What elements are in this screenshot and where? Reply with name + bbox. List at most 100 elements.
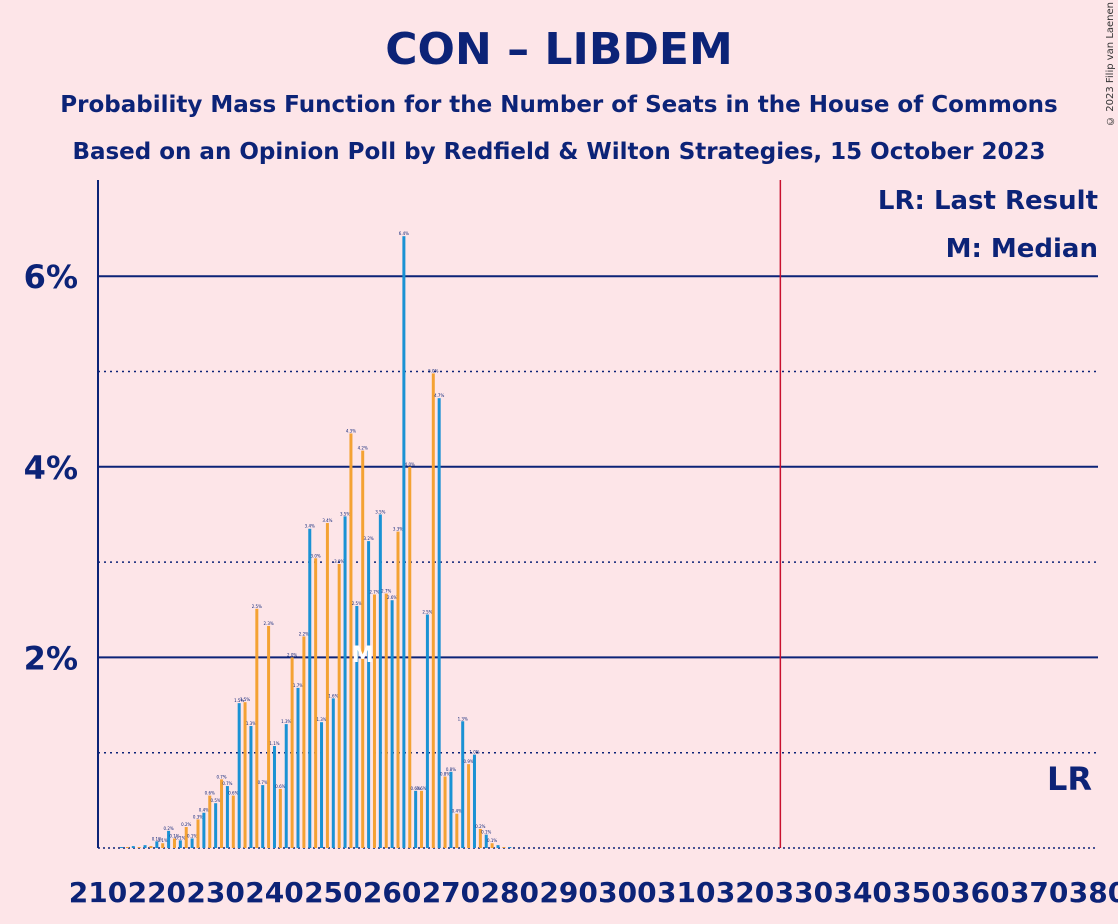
bar [190, 838, 194, 848]
bars: 0.1%0.1%0.2%0.1%0.1%0.2%0.1%0.3%0.4%0.6%… [120, 231, 512, 848]
bar [272, 746, 276, 848]
bar-value-label: 0.6% [411, 786, 421, 791]
bar [431, 373, 435, 848]
x-tick-label: 370 [1010, 876, 1068, 909]
median-marker: M [352, 643, 374, 668]
bar [125, 847, 129, 848]
bar [502, 847, 506, 848]
bar [478, 828, 482, 848]
bar [349, 433, 353, 848]
bar-value-label: 0.1% [158, 838, 168, 843]
bar [384, 593, 388, 848]
bar-value-label: 0.1% [175, 835, 185, 840]
x-tick-label: 280 [481, 876, 539, 909]
bar [414, 790, 418, 848]
bar-value-label: 1.5% [234, 698, 244, 703]
x-tick-label: 310 [657, 876, 715, 909]
bar-value-label: 2.3% [264, 621, 274, 626]
bar-value-label: 3.5% [340, 511, 350, 516]
bar-value-label: 1.3% [316, 717, 326, 722]
bar-value-label: 2.0% [287, 652, 297, 657]
bar-value-label: 0.4% [452, 809, 462, 814]
bar [161, 843, 165, 848]
x-tick-label: 360 [951, 876, 1009, 909]
bar-value-label: 0.3% [193, 814, 203, 819]
bar [396, 531, 400, 848]
bar [196, 819, 200, 848]
bar [331, 698, 335, 848]
bar [420, 790, 424, 848]
bar [467, 764, 471, 848]
bar [355, 605, 359, 848]
legend-last-result: LR: Last Result [878, 186, 1098, 216]
x-tick-label: 270 [422, 876, 480, 909]
bar-value-label: 0.4% [199, 808, 209, 813]
bar-value-label: 0.6% [275, 784, 285, 789]
bar-value-label: 2.2% [299, 631, 309, 636]
bar [302, 636, 306, 848]
bar [408, 466, 412, 848]
bar [308, 528, 312, 848]
bar [343, 516, 347, 848]
bar [255, 608, 259, 848]
bar-value-label: 3.0% [311, 553, 321, 558]
bar [143, 845, 147, 848]
bar [237, 703, 241, 848]
bar-value-label: 0.7% [222, 781, 232, 786]
bar [508, 847, 512, 848]
bar-value-label: 4.7% [434, 393, 444, 398]
bar [249, 726, 253, 848]
gridlines [98, 275, 1098, 849]
bar [178, 840, 182, 848]
bar-value-label: 1.3% [281, 719, 291, 724]
bar-value-label: 0.6% [205, 791, 215, 796]
bar-value-label: 0.2% [475, 824, 485, 829]
bar-value-label: 2.7% [369, 590, 379, 595]
bar [437, 398, 441, 848]
bar-value-label: 3.4% [305, 524, 315, 529]
bar-value-label: 5.0% [428, 368, 438, 373]
bar-value-label: 0.2% [164, 826, 174, 831]
x-tick-label: 320 [716, 876, 774, 909]
bar-value-label: 6.4% [399, 231, 409, 236]
bar [390, 600, 394, 848]
bar [325, 523, 329, 848]
bar [461, 721, 465, 848]
bar [484, 834, 488, 848]
bar [337, 564, 341, 848]
bar-value-label: 1.3% [246, 721, 256, 726]
bar-value-label: 4.3% [346, 428, 356, 433]
bar [131, 846, 135, 848]
bar [367, 541, 371, 848]
axes [97, 180, 782, 848]
bar-value-label: 1.5% [240, 697, 250, 702]
bar-value-label: 3.5% [375, 509, 385, 514]
bar [296, 687, 300, 848]
bar-value-label: 0.1% [481, 830, 491, 835]
bar-value-label: 0.9% [464, 759, 474, 764]
bar [278, 788, 282, 848]
bar [167, 830, 171, 848]
bar [149, 846, 153, 848]
bar [243, 702, 247, 848]
x-tick-label: 220 [128, 876, 186, 909]
bar-value-label: 0.7% [258, 780, 268, 785]
bar [496, 845, 500, 848]
x-tick-label: 290 [539, 876, 597, 909]
bar-value-label: 0.1% [169, 833, 179, 838]
bar [472, 754, 476, 848]
bar-value-label: 1.1% [269, 741, 279, 746]
bar [290, 657, 294, 848]
bar [225, 786, 229, 848]
bar [361, 450, 365, 848]
bar-value-label: 0.1% [152, 836, 162, 841]
x-tick-label: 240 [245, 876, 303, 909]
bar-value-label: 1.7% [293, 683, 303, 688]
bar [372, 594, 376, 848]
bar-value-label: 0.6% [416, 786, 426, 791]
bar [314, 558, 318, 848]
bar [449, 771, 453, 848]
bar-value-label: 2.5% [252, 604, 262, 609]
bar [378, 514, 382, 848]
x-tick-label: 230 [186, 876, 244, 909]
